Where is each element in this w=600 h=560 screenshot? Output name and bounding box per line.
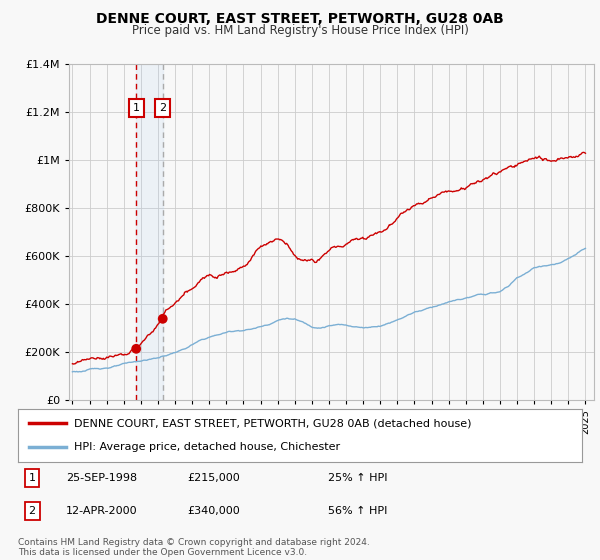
Text: 2: 2 [159, 103, 166, 113]
Text: DENNE COURT, EAST STREET, PETWORTH, GU28 0AB (detached house): DENNE COURT, EAST STREET, PETWORTH, GU28… [74, 418, 472, 428]
Text: £215,000: £215,000 [187, 473, 240, 483]
Text: Contains HM Land Registry data © Crown copyright and database right 2024.
This d: Contains HM Land Registry data © Crown c… [18, 538, 370, 557]
Text: £340,000: £340,000 [187, 506, 240, 516]
Text: 2: 2 [29, 506, 35, 516]
Text: 25% ↑ HPI: 25% ↑ HPI [328, 473, 388, 483]
Bar [136, 64, 163, 400]
Text: 12-APR-2000: 12-APR-2000 [66, 506, 137, 516]
Text: 1: 1 [29, 473, 35, 483]
Text: 1: 1 [133, 103, 140, 113]
Text: Price paid vs. HM Land Registry's House Price Index (HPI): Price paid vs. HM Land Registry's House … [131, 24, 469, 36]
Text: HPI: Average price, detached house, Chichester: HPI: Average price, detached house, Chic… [74, 442, 341, 452]
Point [131, 344, 141, 353]
Point [158, 314, 167, 323]
Text: DENNE COURT, EAST STREET, PETWORTH, GU28 0AB: DENNE COURT, EAST STREET, PETWORTH, GU28… [96, 12, 504, 26]
Text: 25-SEP-1998: 25-SEP-1998 [66, 473, 137, 483]
Text: 56% ↑ HPI: 56% ↑ HPI [328, 506, 388, 516]
